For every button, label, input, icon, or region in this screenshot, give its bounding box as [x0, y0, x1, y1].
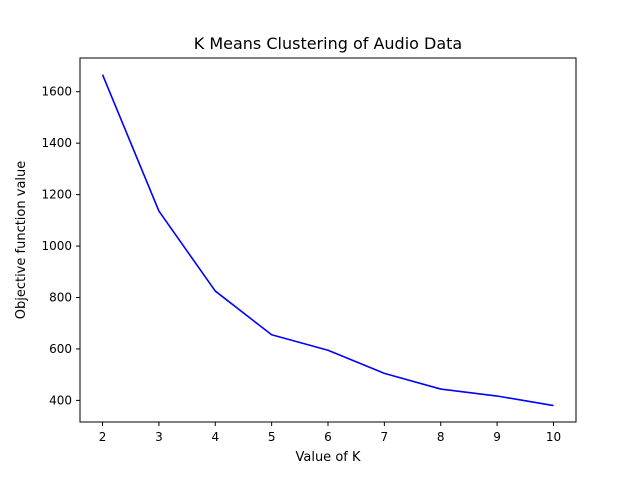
x-axis-label: Value of K	[295, 450, 360, 465]
y-tick-label-400: 400	[49, 393, 72, 407]
x-tick-label-3: 3	[155, 430, 163, 444]
y-tick-label-1000: 1000	[41, 239, 72, 253]
x-tick-label-7: 7	[381, 430, 389, 444]
x-tick-label-6: 6	[324, 430, 332, 444]
x-tick-label-2: 2	[99, 430, 107, 444]
x-tick-label-5: 5	[268, 430, 276, 444]
y-tick-label-1600: 1600	[41, 85, 72, 99]
y-tick-label-1400: 1400	[41, 136, 72, 150]
y-axis-label: Objective function value	[14, 161, 29, 320]
y-tick-label-600: 600	[49, 342, 72, 356]
y-tick-label-800: 800	[49, 290, 72, 304]
plot-area: 2 3 4 5 6 7 8 9 10 400 600 800 1000 1200 1400 1600	[41, 57, 577, 444]
x-tick-label-8: 8	[437, 430, 445, 444]
x-tick-label-9: 9	[493, 430, 501, 444]
series-line-0	[101, 74, 554, 407]
y-tick-label-1200: 1200	[41, 188, 72, 202]
x-tick-label-10: 10	[546, 430, 561, 444]
chart-title: K Means Clustering of Audio Data	[194, 34, 462, 53]
x-tick-label-4: 4	[211, 430, 219, 444]
